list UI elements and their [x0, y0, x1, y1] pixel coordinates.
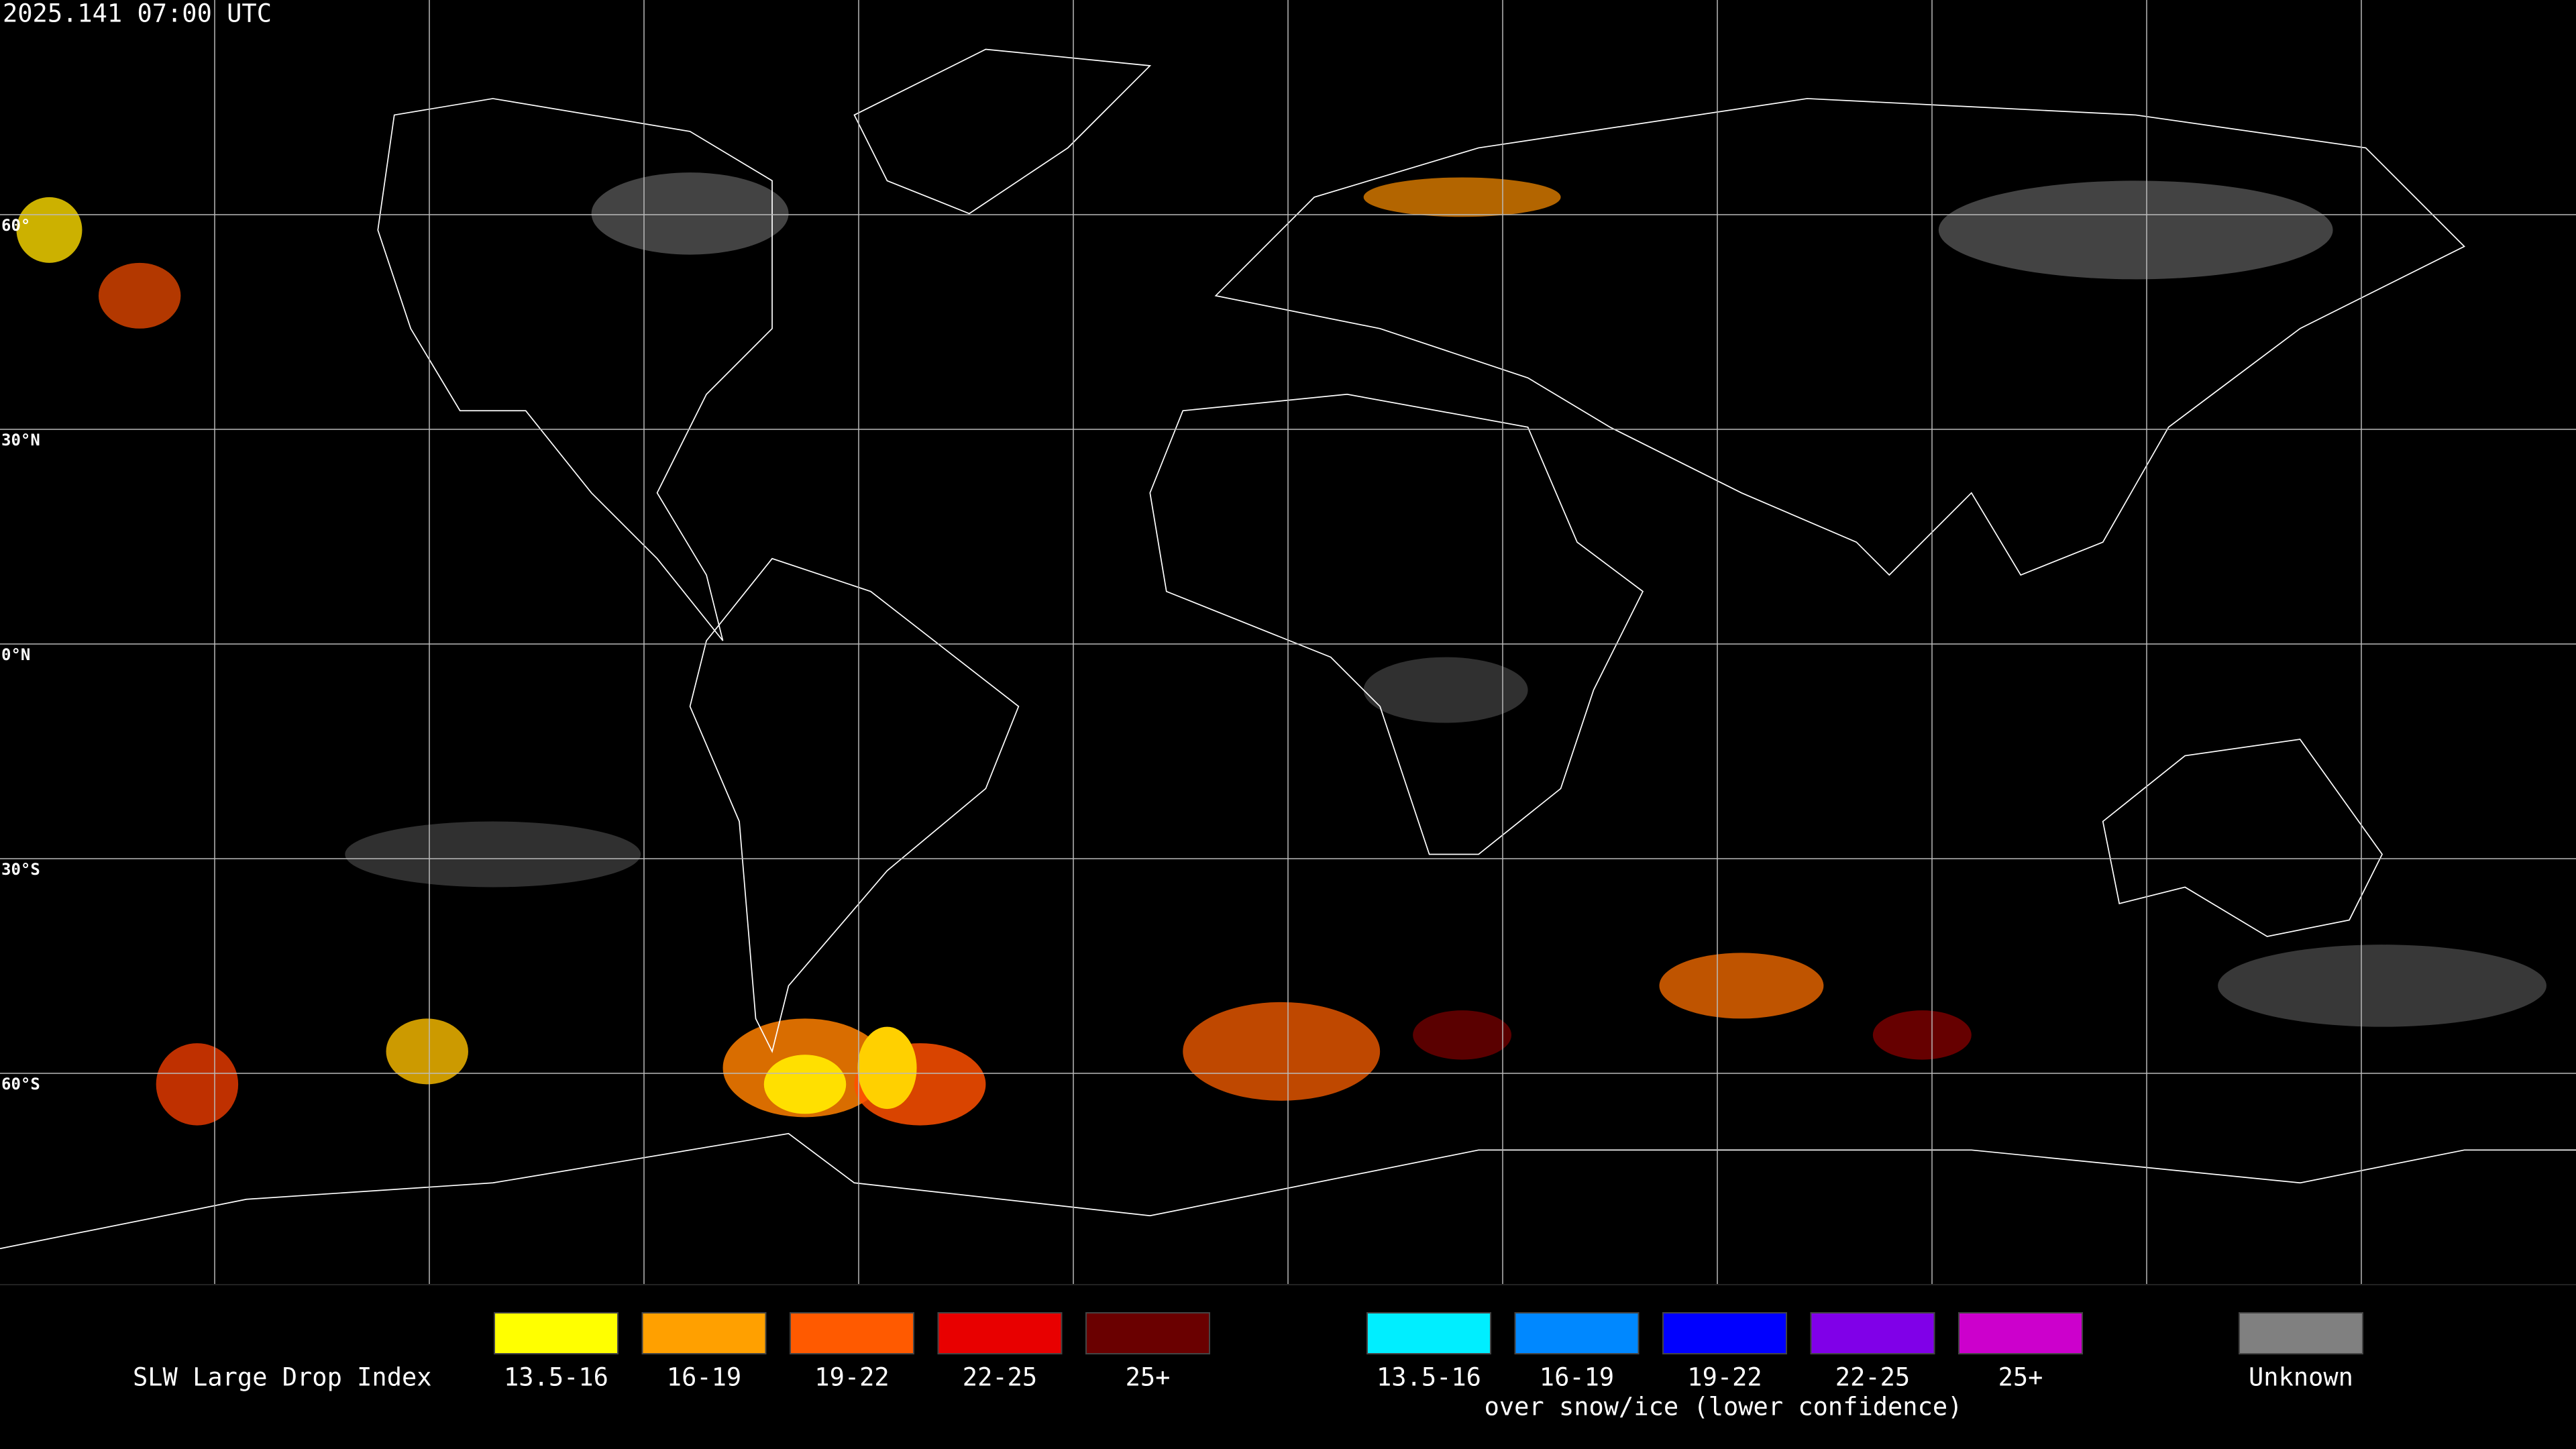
drop-area — [763, 1055, 847, 1114]
legend-swatch — [1810, 1312, 1935, 1354]
map: 60° 30°N 0°N 30°S 60°S — [0, 0, 2576, 1285]
legend-caption: over snow/ice (lower confidence) — [1485, 1393, 1963, 1421]
unknown-area — [1938, 180, 2333, 280]
legend-label: 13.5-16 — [1377, 1363, 1481, 1392]
legend-swatch — [2239, 1312, 2363, 1354]
drop-area — [857, 1026, 917, 1110]
legend-label: 25+ — [1126, 1363, 1171, 1392]
legend-label: 19-22 — [1687, 1363, 1762, 1392]
drop-area — [386, 1018, 468, 1085]
legend-label: 16-19 — [667, 1363, 741, 1392]
legend-swatch — [1085, 1312, 1210, 1354]
coastline — [1214, 98, 2465, 576]
coastline — [853, 48, 1152, 215]
drop-area — [1363, 177, 1561, 217]
latitude-label: 0°N — [1, 645, 30, 664]
coastline — [377, 98, 773, 641]
legend-swatch — [937, 1312, 1063, 1354]
unknown-area — [345, 821, 641, 888]
unknown-area — [2218, 945, 2546, 1027]
coastlines — [0, 48, 2576, 1250]
drop-area — [1659, 953, 1824, 1019]
drop-area — [1413, 1010, 1512, 1060]
drop-area — [1183, 1002, 1381, 1101]
unknown-area — [591, 172, 789, 255]
unknown-area — [1363, 657, 1528, 723]
coastline — [0, 1132, 2576, 1250]
legend-swatch — [1662, 1312, 1787, 1354]
coastline — [689, 557, 1020, 1053]
legend-swatch — [1366, 1312, 1491, 1354]
legend-swatch — [1514, 1312, 1640, 1354]
legend-label: 25+ — [1998, 1363, 2043, 1392]
latitude-label: 60° — [1, 216, 30, 235]
legend-swatch — [790, 1312, 914, 1354]
coastline — [1149, 393, 1644, 855]
drop-area — [1872, 1010, 1972, 1060]
legend-title: SLW Large Drop Index — [133, 1363, 432, 1392]
drop-area — [98, 262, 181, 329]
legend-swatch — [641, 1312, 767, 1354]
legend-label: 22-25 — [963, 1363, 1037, 1392]
latitude-label: 60°S — [1, 1075, 40, 1093]
latitude-label: 30°S — [1, 860, 40, 879]
legend-swatch — [494, 1312, 619, 1354]
cloud-fields — [16, 172, 2546, 1126]
legend-label: 16-19 — [1540, 1363, 1614, 1392]
legend-label: Unknown — [2249, 1363, 2353, 1392]
legend-label: 22-25 — [1835, 1363, 1910, 1392]
drop-area — [156, 1043, 239, 1126]
latitude-label: 30°N — [1, 431, 40, 449]
legend-label: 19-22 — [814, 1363, 889, 1392]
timestamp: 2025.141 07:00 UTC — [3, 0, 272, 28]
drop-area — [16, 197, 83, 263]
legend-label: 13.5-16 — [504, 1363, 608, 1392]
legend-swatch — [1958, 1312, 2083, 1354]
coastline — [2102, 739, 2383, 937]
